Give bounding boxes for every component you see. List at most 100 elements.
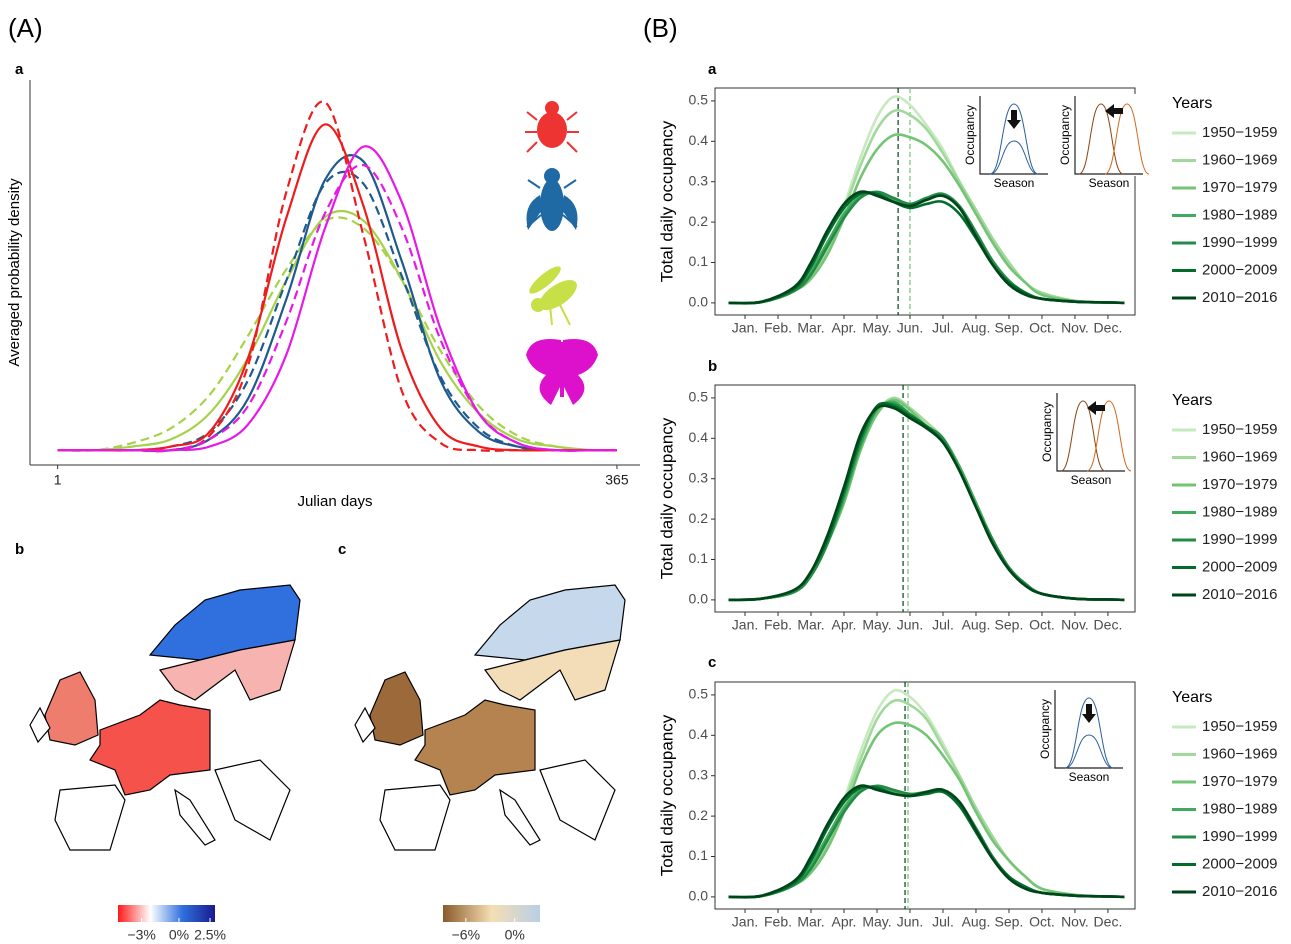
inset-y-label: Occupancy — [1040, 402, 1054, 462]
series-line — [728, 785, 1125, 899]
inset-axes — [1054, 690, 1123, 769]
colorbar-tick-label: 0% — [169, 927, 189, 943]
series-line — [728, 190, 1125, 305]
map-region — [354, 706, 376, 744]
x-tick-label: Jan. — [732, 617, 758, 633]
y-tick-label: 0.1 — [689, 550, 709, 566]
panel-label: (A) — [8, 13, 43, 43]
y-tick-label: 0.0 — [689, 591, 709, 607]
map-label: b — [15, 541, 24, 558]
plot-frame — [714, 681, 1136, 910]
series-line — [728, 784, 1125, 899]
inset-bg — [1055, 391, 1127, 473]
colorbar-tick-label: 0% — [505, 927, 525, 943]
y-tick-label: 0.4 — [689, 726, 709, 742]
inset-axes — [1074, 96, 1143, 175]
map-region — [369, 671, 424, 746]
inset-x-label: Season — [994, 176, 1035, 190]
legend-label: 1980−1989 — [1202, 503, 1278, 520]
y-tick-label: 0.1 — [689, 253, 709, 269]
x-tick-label: Dec. — [1094, 914, 1123, 930]
chart-label: b — [708, 358, 717, 375]
inset-axes — [979, 96, 1048, 175]
legend-label: 2010−2016 — [1202, 289, 1278, 306]
x-tick-label: Jan. — [732, 320, 758, 336]
legend-label: 2000−2009 — [1202, 558, 1278, 575]
series-line — [57, 123, 617, 452]
inset-bg — [1073, 94, 1145, 176]
legend-title: Years — [1172, 689, 1212, 706]
plot-frame — [714, 87, 1136, 316]
map-region — [29, 706, 51, 744]
x-axis-label: Julian days — [297, 493, 372, 510]
panel-label: (B) — [643, 13, 678, 43]
x-tick-label: Jul. — [932, 914, 954, 930]
y-axis-label: Total daily occupancy — [657, 120, 676, 282]
legend-label: 1960−1969 — [1202, 448, 1278, 465]
y-axis-label: Averaged probability density — [6, 178, 23, 367]
legend-label: 1980−1989 — [1202, 800, 1278, 817]
legend-title: Years — [1172, 392, 1212, 409]
inset-bg — [978, 94, 1050, 176]
inset-arrow — [1007, 110, 1021, 129]
series-line — [728, 133, 1125, 305]
chart: a 1 365 Julian days Averaged probability den… — [6, 61, 640, 510]
legend-label: 2010−2016 — [1202, 883, 1278, 900]
insect-icons — [525, 101, 598, 405]
map-region — [54, 784, 126, 851]
legend-label: 1960−1969 — [1202, 745, 1278, 762]
chart-label: c — [708, 654, 716, 671]
x-tick-label: May. — [862, 320, 891, 336]
x-tick-label: Mar. — [797, 617, 824, 633]
x-tick-label: Jun. — [897, 320, 923, 336]
y-tick-label: 0.4 — [689, 429, 709, 445]
x-tick-label: Sep. — [995, 320, 1024, 336]
y-tick-label: 0.2 — [689, 213, 709, 229]
inset-y-label: Occupancy — [1058, 105, 1072, 165]
x-tick-label: Jun. — [897, 914, 923, 930]
map-region — [483, 639, 621, 701]
y-tick-label: 0.3 — [689, 172, 709, 188]
inset-curve — [1104, 103, 1150, 175]
inset-curve — [989, 140, 1039, 175]
series-line — [728, 191, 1125, 305]
x-tick-label: Nov. — [1061, 617, 1089, 633]
map-region — [214, 759, 291, 841]
inset-curve — [989, 103, 1039, 175]
series-line — [57, 216, 617, 452]
legend-label: 1950−1959 — [1202, 718, 1278, 735]
colorbar — [443, 905, 540, 922]
x-tick-label: Jan. — [732, 914, 758, 930]
x-tick-label: Apr. — [832, 617, 857, 633]
x-tick-label: Mar. — [797, 320, 824, 336]
inset-y-label: Occupancy — [1038, 699, 1052, 759]
y-tick-label: 0.2 — [689, 510, 709, 526]
series-line — [728, 404, 1125, 602]
legend-label: 2010−2016 — [1202, 586, 1278, 603]
series-line — [728, 721, 1125, 899]
x-tick-label: 365 — [605, 472, 629, 488]
x-tick-label: Oct. — [1029, 320, 1055, 336]
chart-label: a — [15, 61, 24, 78]
series-line — [728, 786, 1125, 899]
map-region — [158, 639, 296, 701]
x-tick-label: Oct. — [1029, 617, 1055, 633]
y-tick-label: 0.4 — [689, 132, 709, 148]
x-tick-label: Oct. — [1029, 914, 1055, 930]
x-tick-label: Nov. — [1061, 914, 1089, 930]
y-tick-label: 0.2 — [689, 807, 709, 823]
butterfly-icon — [526, 339, 598, 405]
x-tick-label: Aug. — [962, 617, 991, 633]
legend-label: 1990−1999 — [1202, 234, 1278, 251]
map-region — [539, 759, 616, 841]
inset-arrow — [1087, 401, 1105, 415]
inset-curve — [1064, 697, 1114, 769]
x-tick-label: Feb. — [764, 320, 792, 336]
inset-x-label: Season — [1069, 770, 1110, 784]
inset-curve — [1060, 400, 1106, 472]
colorbar — [118, 905, 215, 922]
bee-icon — [529, 266, 577, 326]
inset: Occupancy Season — [1038, 688, 1125, 784]
x-tick-label: Aug. — [962, 914, 991, 930]
